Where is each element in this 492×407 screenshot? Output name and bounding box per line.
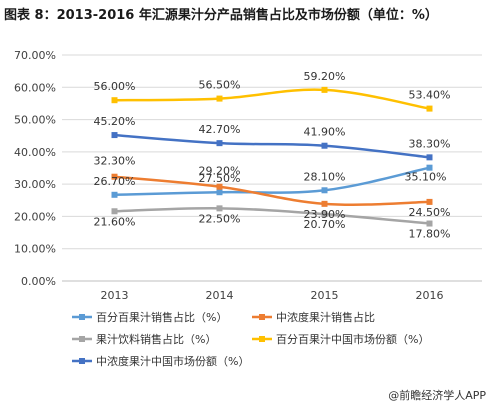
x-tick-label: 2013 xyxy=(101,289,129,302)
data-point xyxy=(321,211,328,218)
data-point xyxy=(216,95,223,102)
series-line xyxy=(113,88,431,110)
data-label: 56.50% xyxy=(199,79,241,92)
data-label: 56.00% xyxy=(94,80,136,93)
data-point xyxy=(321,187,328,194)
y-tick-label: 40.00% xyxy=(14,146,56,159)
y-tick-label: 30.00% xyxy=(14,178,56,191)
data-point xyxy=(321,200,328,207)
data-point xyxy=(426,164,433,171)
data-point xyxy=(111,97,118,104)
data-labels: 26.70% 27.50% 28.10% 35.10% 32.30% 29.20% 23.9… xyxy=(94,70,451,241)
data-point xyxy=(216,183,223,190)
data-label: 45.20% xyxy=(94,115,136,128)
series-line xyxy=(113,207,431,225)
data-label: 35.10% xyxy=(405,171,447,184)
y-tick-label: 60.00% xyxy=(14,81,56,94)
y-tick-label: 0.00% xyxy=(21,275,56,288)
x-tick-label: 2016 xyxy=(416,289,444,302)
legend-label: 果汁饮料销售占比（%） xyxy=(96,332,216,346)
y-tick-label: 20.00% xyxy=(14,210,56,223)
data-point xyxy=(216,140,223,147)
legend-marker xyxy=(259,314,265,320)
legend-label: 百分百果汁销售占比（%） xyxy=(96,310,227,324)
series-line xyxy=(113,133,431,159)
data-point xyxy=(426,105,433,112)
data-label: 29.20% xyxy=(199,165,241,178)
legend-marker xyxy=(79,358,85,364)
chart-title: 图表 8：2013-2016 年汇源果汁分产品销售占比及市场份额（单位：%） xyxy=(4,8,438,23)
grid-lines xyxy=(62,54,482,282)
x-axis: 2013 2014 2015 2016 xyxy=(101,289,444,302)
data-point xyxy=(111,173,118,180)
legend-label: 百分百果汁中国市场份额（%） xyxy=(276,332,429,346)
y-axis: 0.00% 10.00% 20.00% 30.00% 40.00% 50.00% 60.00… xyxy=(14,49,56,288)
data-point xyxy=(321,142,328,149)
data-label: 32.30% xyxy=(94,155,136,168)
data-label: 24.50% xyxy=(409,206,451,219)
data-label: 38.30% xyxy=(409,137,451,150)
data-label: 20.70% xyxy=(304,218,346,231)
x-tick-label: 2014 xyxy=(206,289,234,302)
legend-label: 中浓度果汁中国市场份额（%） xyxy=(96,354,249,368)
series-lines xyxy=(111,86,433,227)
data-point xyxy=(216,205,223,212)
data-label: 22.50% xyxy=(199,212,241,225)
y-tick-label: 10.00% xyxy=(14,243,56,256)
data-point xyxy=(321,86,328,93)
data-label: 42.70% xyxy=(199,123,241,136)
legend-label: 中浓度果汁销售占比 xyxy=(276,310,375,324)
series-line xyxy=(113,166,431,197)
x-tick-label: 2015 xyxy=(311,289,339,302)
legend-marker xyxy=(259,336,265,342)
data-point xyxy=(111,132,118,139)
data-label: 26.70% xyxy=(94,175,136,188)
data-label: 28.10% xyxy=(304,170,346,183)
data-label: 23.90% xyxy=(304,208,346,221)
data-label: 41.90% xyxy=(304,126,346,139)
data-point xyxy=(426,154,433,161)
data-point xyxy=(111,191,118,198)
data-point xyxy=(216,189,223,196)
data-label: 53.40% xyxy=(409,89,451,102)
data-label: 59.20% xyxy=(304,70,346,83)
y-tick-label: 50.00% xyxy=(14,114,56,127)
series-line xyxy=(113,175,431,206)
y-tick-label: 70.00% xyxy=(14,49,56,62)
data-label: 21.60% xyxy=(94,215,136,228)
data-point xyxy=(111,208,118,215)
legend-marker xyxy=(79,314,85,320)
data-label: 27.50% xyxy=(199,172,241,185)
data-label: 17.80% xyxy=(409,228,451,241)
data-point xyxy=(426,198,433,205)
data-point xyxy=(426,220,433,227)
source-watermark: @前瞻经济学人APP xyxy=(388,389,486,402)
legend-marker xyxy=(79,336,85,342)
